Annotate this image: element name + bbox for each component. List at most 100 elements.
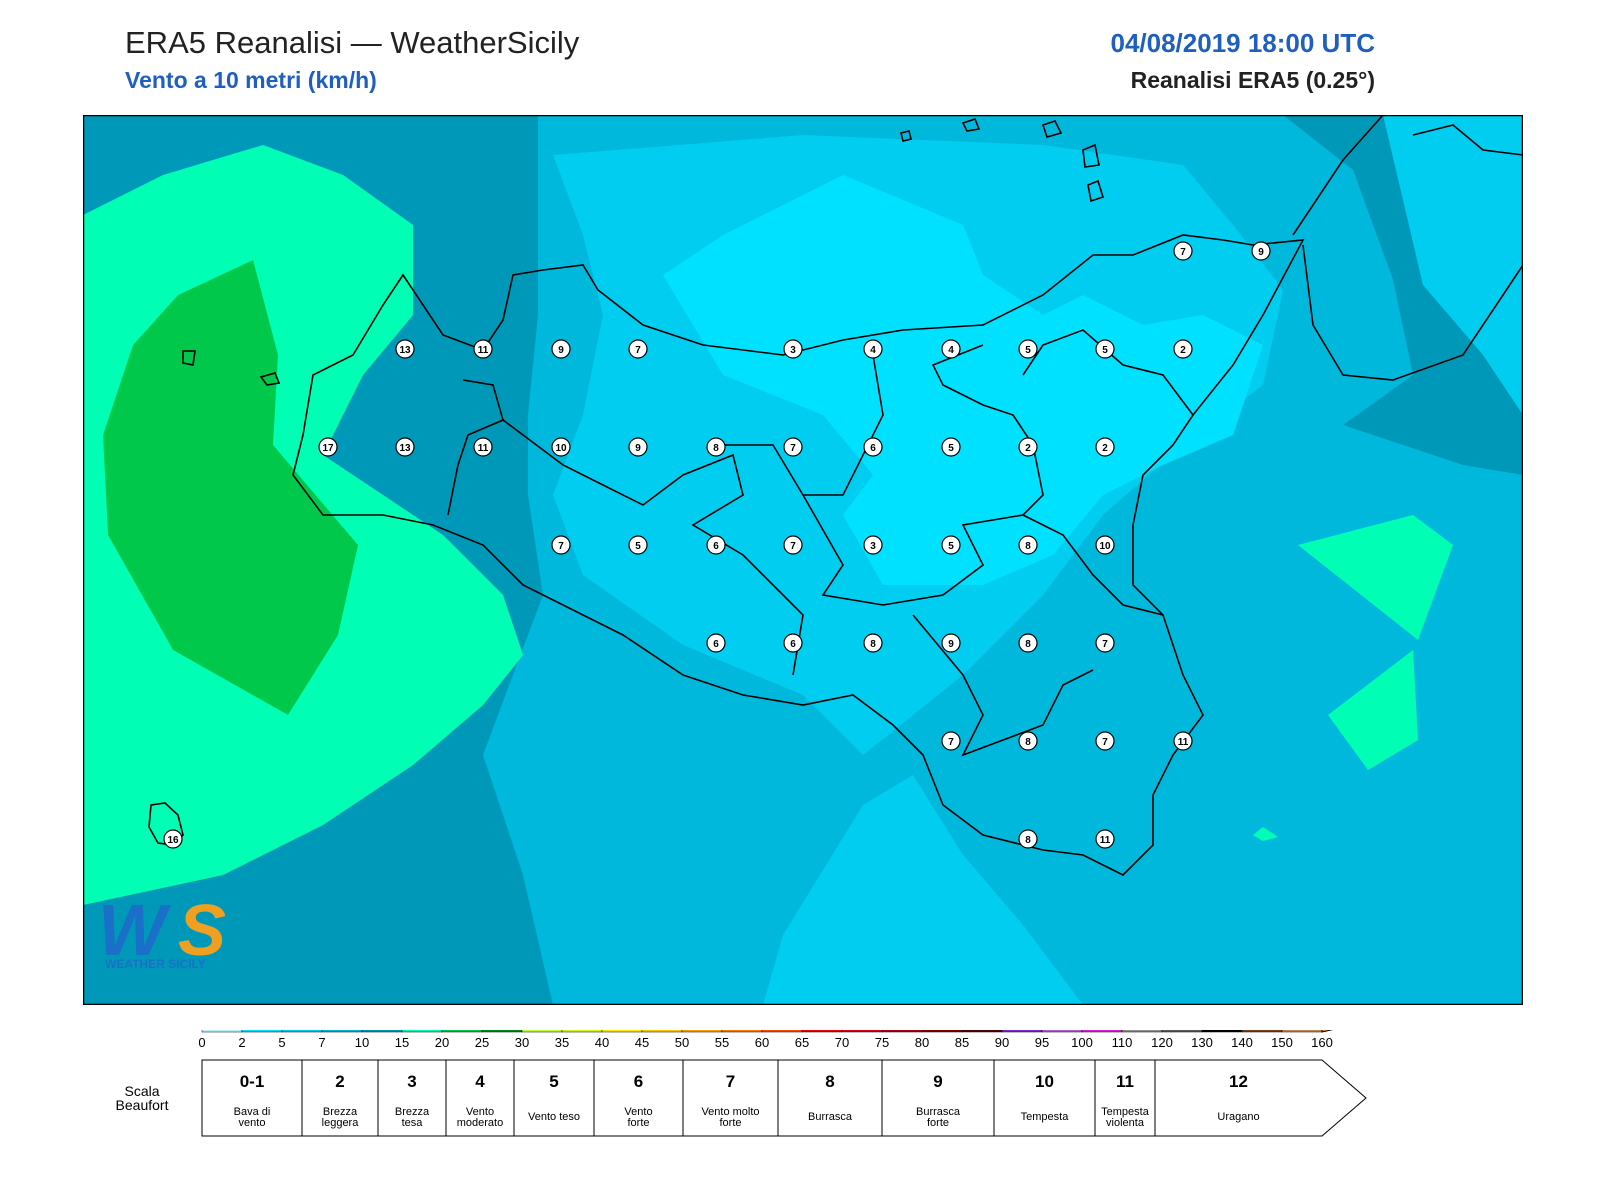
beaufort-description: leggera: [322, 1117, 360, 1129]
beaufort-cell: [993, 1059, 1096, 1137]
beaufort-description: Vento teso: [528, 1111, 580, 1123]
beaufort-description: tesa: [402, 1117, 424, 1129]
wind-speed-value: 7: [1180, 247, 1186, 258]
colorbar-tick-label: 45: [635, 1035, 649, 1050]
colorbar-swatch: [401, 1030, 443, 1033]
beaufort-description: Brezza: [323, 1106, 358, 1118]
colorbar-tick-label: 75: [875, 1035, 889, 1050]
svg-text:S: S: [178, 891, 226, 971]
wind-point-marker: 11: [473, 437, 493, 457]
svg-text:W: W: [98, 891, 172, 971]
wind-point-marker: 2: [1018, 437, 1038, 457]
beaufort-description: vento: [239, 1117, 266, 1129]
beaufort-description: Burrasca: [916, 1106, 961, 1118]
sicily-coastline: [292, 234, 1305, 876]
wind-speed-value: 4: [870, 345, 876, 356]
wind-speed-value: 5: [635, 541, 641, 552]
colorbar-swatch: [1081, 1030, 1123, 1033]
wind-speed-value: 7: [635, 345, 641, 356]
beaufort-label: Scala: [124, 1083, 159, 1099]
wind-point-marker: 8: [1018, 535, 1038, 555]
colorbar-tick-label: 25: [475, 1035, 489, 1050]
beaufort-description: Tempesta: [1021, 1111, 1070, 1123]
beaufort-cell: [593, 1059, 684, 1137]
wind-point-marker: 7: [783, 535, 803, 555]
wind-points: 13 11 9 7 3 4 4 5 5 2 7 9 17 13 11 10 9 8 7 6 5 2 2 7 5 6 7 3 5 8 10 6 6…: [163, 241, 1271, 849]
colorbar-tick-label: 140: [1231, 1035, 1253, 1050]
colorbar-swatch: [441, 1030, 483, 1033]
wind-point-marker: 8: [1018, 731, 1038, 751]
colorbar-swatch: [561, 1030, 603, 1033]
colorbar-swatch: [481, 1030, 523, 1033]
wind-point-marker: 6: [783, 633, 803, 653]
colorbar-swatch: [601, 1030, 643, 1033]
beaufort-number: 0-1: [240, 1072, 265, 1091]
wind-point-marker: 8: [863, 633, 883, 653]
wind-speed-value: 8: [1025, 541, 1031, 552]
logo-text: WEATHER SICILY: [105, 957, 206, 971]
wind-speed-value: 17: [322, 443, 334, 454]
wind-speed-value: 5: [1025, 345, 1031, 356]
wind-point-marker: 5: [1018, 339, 1038, 359]
wind-point-marker: 7: [941, 731, 961, 751]
beaufort-number: 8: [825, 1072, 834, 1091]
wind-point-marker: 6: [706, 535, 726, 555]
field-zone-2-5: [663, 175, 1263, 585]
colorbar-tick-label: 0: [198, 1035, 205, 1050]
wind-speed-value: 5: [948, 541, 954, 552]
wind-speed-value: 9: [948, 639, 954, 650]
weathersicily-logo: W S WEATHER SICILY: [98, 891, 226, 971]
wind-speed-value: 6: [713, 639, 719, 650]
beaufort-description: Tempesta: [1101, 1106, 1150, 1118]
beaufort-number: 4: [475, 1072, 485, 1091]
beaufort-description: Brezza: [395, 1106, 430, 1118]
colorbar-swatch: [881, 1030, 923, 1033]
wind-point-marker: 4: [863, 339, 883, 359]
colorbar-swatch: [1201, 1030, 1243, 1033]
wind-point-marker: 3: [863, 535, 883, 555]
wind-point-marker: 7: [551, 535, 571, 555]
colorbar-tick-label: 100: [1071, 1035, 1093, 1050]
beaufort-cell: [777, 1059, 883, 1137]
beaufort-cell: [881, 1059, 995, 1137]
colorbar-tick-label: 80: [915, 1035, 929, 1050]
wind-point-marker: 13: [395, 339, 415, 359]
wind-speed-value: 11: [478, 443, 489, 454]
wind-point-marker: 7: [1095, 633, 1115, 653]
wind-speed-value: 9: [1258, 247, 1264, 258]
wind-speed-value: 4: [948, 345, 954, 356]
wind-point-marker: 9: [551, 339, 571, 359]
colorbar-swatch: [1161, 1030, 1203, 1033]
beaufort-description: forte: [927, 1117, 949, 1129]
wind-point-marker: 5: [628, 535, 648, 555]
wind-point-marker: 7: [783, 437, 803, 457]
colorbar-swatch: [1281, 1030, 1323, 1033]
wind-point-marker: 8: [706, 437, 726, 457]
colorbar-swatch: [521, 1030, 563, 1033]
colorbar-tick-label: 65: [795, 1035, 809, 1050]
wind-speed-value: 2: [1180, 345, 1186, 356]
colorbar-tick-label: 85: [955, 1035, 969, 1050]
map-frame: [83, 115, 1523, 1005]
colorbar-tick-label: 50: [675, 1035, 689, 1050]
wind-speed-value: 7: [558, 541, 564, 552]
wind-speed-value: 2: [1025, 443, 1031, 454]
wind-point-marker: 6: [863, 437, 883, 457]
colorbar-tick-label: 160: [1311, 1035, 1333, 1050]
wind-speed-value: 11: [478, 345, 489, 356]
colorbar-tick-label: 130: [1191, 1035, 1213, 1050]
colorbar-tick-label: 70: [835, 1035, 849, 1050]
wind-point-marker: 5: [941, 535, 961, 555]
wind-speed-value: 5: [948, 443, 954, 454]
wind-point-marker: 7: [1173, 241, 1193, 261]
wind-point-marker: 6: [706, 633, 726, 653]
colorbar-swatch: [1241, 1030, 1283, 1033]
colorbar-tick-label: 40: [595, 1035, 609, 1050]
colorbar-tick-label: 95: [1035, 1035, 1049, 1050]
beaufort-cell: [377, 1059, 447, 1137]
colorbar-swatch: [201, 1030, 243, 1033]
wind-speed-value: 8: [1025, 737, 1031, 748]
wind-point-marker: 8: [1018, 829, 1038, 849]
wind-point-marker: 9: [941, 633, 961, 653]
beaufort-cell: [513, 1059, 595, 1137]
